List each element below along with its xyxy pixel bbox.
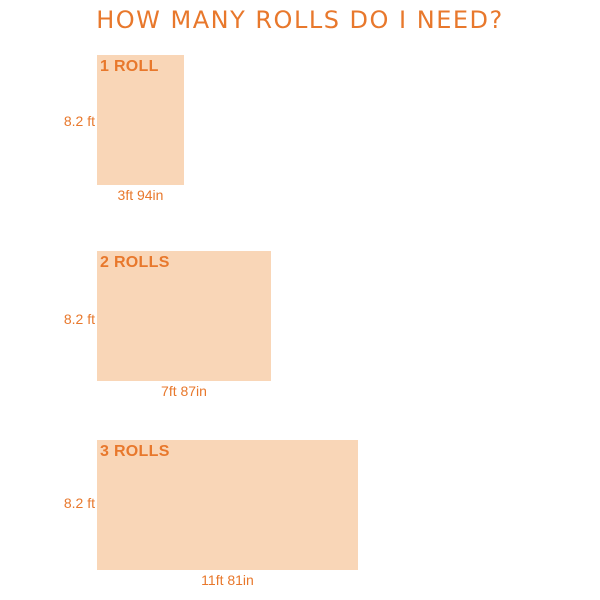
roll-1-width-label: 3ft 94in	[117, 187, 164, 203]
roll-1-height-label: 8.2 ft	[63, 113, 95, 129]
roll-1-title: 1 ROLL	[100, 58, 159, 75]
roll-3-panel: 3 ROLLS	[97, 440, 358, 570]
roll-2-panel: 2 ROLLS	[97, 251, 271, 381]
roll-3-title: 3 ROLLS	[100, 443, 170, 460]
roll-1-panel: 1 ROLL	[97, 55, 184, 185]
page-title: HOW MANY ROLLS DO I NEED?	[96, 6, 504, 34]
roll-3-width-label: 11ft 81in	[201, 572, 254, 588]
roll-2-width-label: 7ft 87in	[161, 383, 207, 399]
roll-2-title: 2 ROLLS	[100, 254, 170, 271]
roll-3-height-label: 8.2 ft	[63, 495, 95, 511]
roll-2-height-label: 8.2 ft	[63, 311, 95, 327]
